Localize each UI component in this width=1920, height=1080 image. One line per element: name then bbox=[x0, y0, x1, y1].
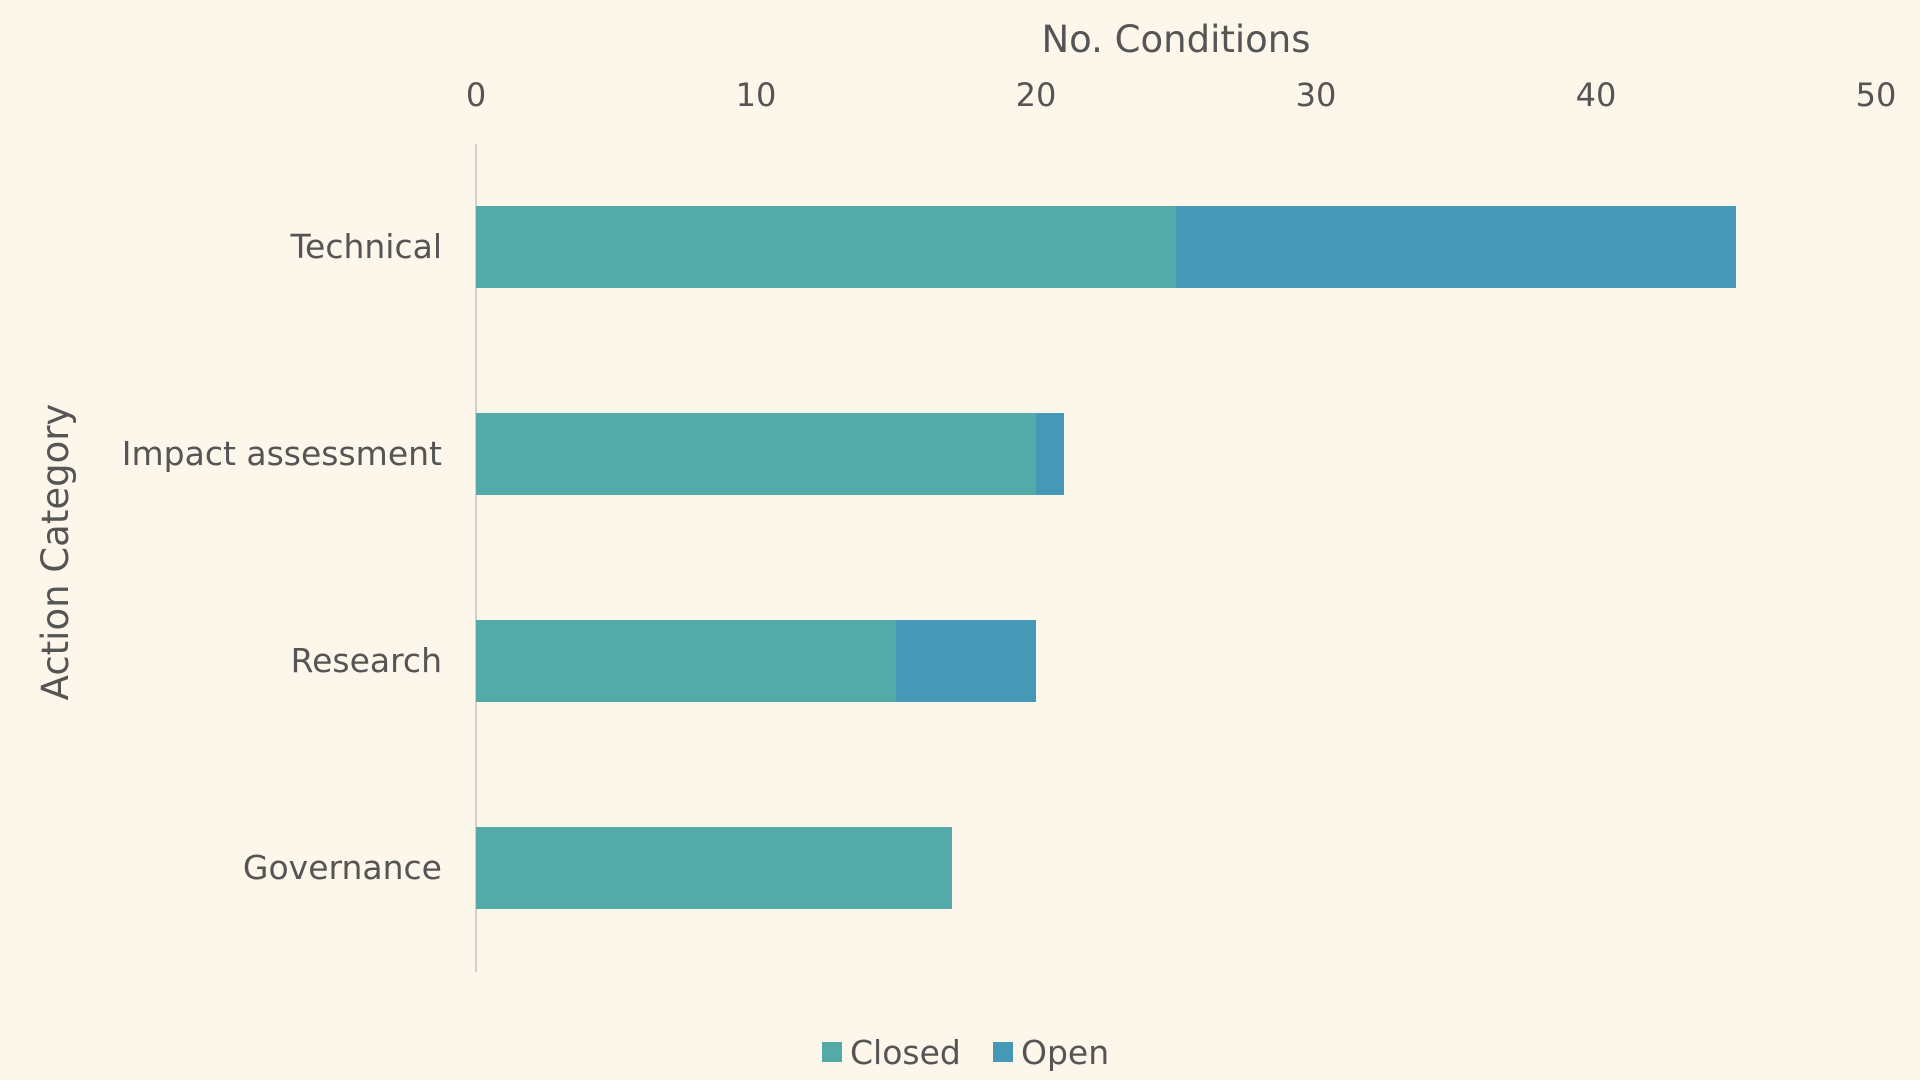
bar-open-impact-assessment bbox=[1036, 413, 1064, 495]
x-tick-labels: 0 10 20 30 40 50 bbox=[466, 76, 1897, 114]
bar-open-research bbox=[896, 620, 1036, 702]
x-tick-label: 30 bbox=[1296, 76, 1337, 114]
bar-closed-technical bbox=[476, 206, 1176, 288]
x-tick-label: 0 bbox=[466, 76, 486, 114]
x-tick-label: 50 bbox=[1856, 76, 1897, 114]
category-labels: Technical Impact assessment Research Govern… bbox=[122, 227, 442, 887]
legend: Closed Open bbox=[822, 1033, 1109, 1072]
legend-swatch-open bbox=[993, 1042, 1013, 1062]
x-tick-label: 20 bbox=[1016, 76, 1057, 114]
category-label: Impact assessment bbox=[122, 434, 442, 473]
category-label: Governance bbox=[243, 848, 442, 887]
x-axis-title: No. Conditions bbox=[1041, 18, 1310, 61]
x-tick-label: 40 bbox=[1576, 76, 1617, 114]
bar-closed-impact-assessment bbox=[476, 413, 1036, 495]
legend-label-open: Open bbox=[1021, 1033, 1109, 1072]
bar-open-technical bbox=[1176, 206, 1736, 288]
x-tick-label: 10 bbox=[736, 76, 777, 114]
y-axis-title: Action Category bbox=[34, 404, 77, 701]
legend-swatch-closed bbox=[822, 1042, 842, 1062]
bar-closed-research bbox=[476, 620, 896, 702]
category-label: Research bbox=[291, 641, 442, 680]
bars bbox=[476, 206, 1736, 909]
bar-closed-governance bbox=[476, 827, 952, 909]
legend-label-closed: Closed bbox=[850, 1033, 961, 1072]
category-label: Technical bbox=[289, 227, 442, 266]
